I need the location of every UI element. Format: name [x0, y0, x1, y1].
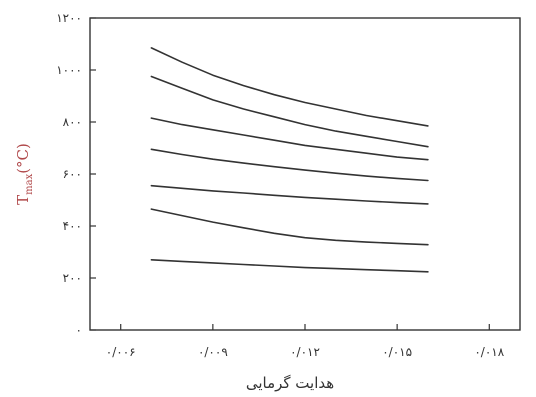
y-axis-label-main: T — [14, 195, 32, 205]
plot-frame — [89, 17, 521, 331]
y-axis-label-unit: (°C) — [14, 143, 32, 174]
series-line-1 — [150, 47, 429, 127]
series-line-4 — [150, 148, 429, 182]
series-line-6 — [150, 208, 429, 246]
y-tick-label: ۱۰۰۰ — [56, 63, 82, 77]
x-tick-label: ۰/۰۰۶ — [106, 345, 136, 359]
y-tick-label: ۸۰۰ — [63, 115, 82, 129]
y-tick-label: ۶۰۰ — [63, 167, 82, 181]
y-axis-label-sub: max — [24, 173, 35, 194]
y-tick-label: ۰ — [76, 323, 82, 337]
x-tick-label: ۰/۰۱۸ — [474, 345, 504, 359]
series-line-2 — [150, 75, 429, 148]
y-axis-ticks: ۰ ۲۰۰ ۴۰۰ ۶۰۰ ۸۰۰ ۱۰۰۰ ۱۲۰۰ — [56, 11, 96, 337]
y-tick-label: ۱۲۰۰ — [56, 11, 82, 25]
y-axis-label: Tmax(°C) — [14, 143, 35, 205]
x-tick-label: ۰/۰۰۹ — [198, 345, 228, 359]
y-tick-label: ۲۰۰ — [63, 271, 82, 285]
y-tick-label: ۴۰۰ — [63, 219, 82, 233]
series-group — [150, 47, 429, 273]
series-line-5 — [150, 184, 429, 205]
series-line-3 — [150, 117, 429, 161]
x-axis-label: هدایت گرمایی — [246, 374, 334, 392]
series-line-7 — [150, 259, 429, 273]
x-tick-label: ۰/۰۱۲ — [290, 345, 320, 359]
x-axis-ticks: ۰/۰۰۶ ۰/۰۰۹ ۰/۰۱۲ ۰/۰۱۵ ۰/۰۱۸ — [106, 324, 505, 359]
x-tick-label: ۰/۰۱۵ — [382, 345, 412, 359]
